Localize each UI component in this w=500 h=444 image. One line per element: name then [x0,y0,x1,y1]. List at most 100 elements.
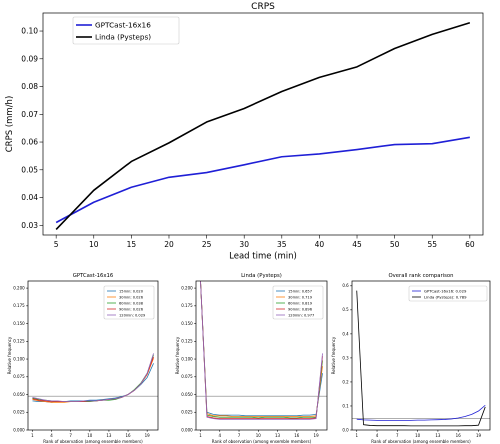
x-tick-label: 1 [199,433,202,438]
x-tick-label: 20 [164,240,174,249]
y-tick-label: 0.125 [181,339,193,344]
series-line-4 [200,281,323,420]
y-tick-label: 0.125 [13,339,25,344]
y-axis-label: Relative frequency [7,336,12,374]
plot-frame [27,280,159,431]
series-line-2 [32,354,154,403]
legend: 15min: 0.657 30min: 0.719 60min: 0.819 90mi… [272,285,324,320]
y-tick-label: 0.175 [13,303,25,308]
legend-label-0: GPTCast-16x16 [95,21,151,30]
legend-box [103,285,155,320]
x-tick-label: 7 [69,433,72,438]
chart-gptcast-rank: GPTCast-16x16 1 4 7 10 13 16 19 0.000 0.025 0.050 0… [7,273,159,444]
legend-label-4: 120min: 0.029 [119,313,146,317]
series-line-0 [356,404,486,421]
x-tick-label: 10 [415,433,421,438]
chart-title: GPTCast-16x16 [73,273,114,279]
y-tick-label: 0.07 [21,110,38,119]
y-tick-label: 0.0 [342,427,349,432]
y-tick-label: 0.075 [181,374,193,379]
x-tick-label: 10 [256,433,262,438]
y-tick-label: 0.200 [181,285,193,290]
y-tick-label: 0.050 [13,392,25,397]
x-tick-label: 60 [465,240,475,249]
y-tick-label: 0.175 [181,303,193,308]
y-tick-label: 0.000 [13,427,25,432]
x-tick-label: 19 [476,433,482,438]
y-tick-label: 0.09 [21,54,38,63]
series-line-4 [32,353,154,403]
legend-label-1: 30min: 0.719 [288,295,313,299]
legend-box [408,285,488,302]
chart-title: Overall rank comparison [388,273,453,279]
series-line-3 [32,356,154,403]
x-tick-label: 5 [54,240,59,249]
plot-frame [42,12,484,236]
legend-label-2: 60min: 0.038 [119,301,144,305]
x-tick-label: 4 [376,433,379,438]
y-tick-label: 0.3 [342,355,349,360]
series-line-1 [356,290,486,427]
series-line-1 [32,358,154,403]
legend-label-3: 90min: 0.896 [288,307,313,311]
y-tick-label: 0.075 [13,374,25,379]
y-axis-label: CRPS (mm/h) [5,96,15,153]
legend-box [272,285,324,320]
x-tick-label: 50 [390,240,400,249]
legend: 15min: 0.020 30min: 0.026 60min: 0.038 90mi… [103,285,155,320]
x-tick-label: 16 [126,433,132,438]
x-tick-label: 4 [218,433,221,438]
y-tick-label: 0.1 [342,403,349,408]
y-tick-label: 0.06 [21,138,38,147]
legend-label-2: 60min: 0.819 [288,301,313,305]
x-tick-label: 10 [87,433,93,438]
y-tick-label: 0.100 [13,356,25,361]
x-axis-label: Lead time (min) [229,252,297,262]
x-tick-label: 45 [352,240,362,249]
y-tick-label: 0.04 [21,193,38,202]
legend-label-0: 15min: 0.020 [119,289,144,293]
chart-overall-rank: Overall rank comparison 1 4 7 10 13 16 19 0.0 0.1… [331,273,491,444]
y-tick-label: 0.150 [13,321,25,326]
y-tick-label: 0.150 [181,321,193,326]
x-tick-label: 40 [315,240,325,249]
x-tick-label: 35 [277,240,287,249]
x-tick-label: 30 [239,240,249,249]
x-tick-label: 1 [31,433,34,438]
chart-linda-rank: Linda (Pysteps) 1 4 7 10 13 16 19 0.000 0.025 0.05… [175,273,328,444]
x-tick-label: 10 [89,240,99,249]
chart-title: CRPS [251,2,275,12]
series-line-1 [200,281,323,417]
series-line-1 [55,21,471,231]
legend: GPTCast-16x16 Linda (Pysteps) [72,16,180,45]
y-tick-label: 0.050 [181,392,193,397]
y-tick-label: 0.4 [342,331,349,336]
legend-label-1: 30min: 0.026 [119,295,144,299]
legend-label-0: 15min: 0.657 [288,289,312,293]
x-tick-label: 55 [427,240,437,249]
series-line-0 [200,281,323,417]
y-tick-label: 0.025 [181,410,193,415]
x-axis-label: Rank of observation (among ensemble memb… [212,439,312,444]
series-line-0 [55,136,470,224]
y-axis-label: Relative frequency [331,336,336,374]
y-tick-label: 0.08 [21,82,38,91]
y-axis-label: Relative frequency [175,336,180,374]
legend-label-4: 120min: 0.977 [288,313,314,317]
x-tick-label: 7 [238,433,241,438]
x-tick-label: 13 [106,433,112,438]
y-tick-label: 0.05 [21,165,38,174]
x-axis-label: Rank of observation (among ensemble memb… [371,439,471,444]
series-line-3 [200,281,323,420]
x-tick-label: 25 [202,240,212,249]
x-tick-label: 13 [435,433,441,438]
y-tick-label: 0.000 [181,427,193,432]
x-axis-label: Rank of observation (among ensemble memb… [43,439,143,444]
plot-frame [351,280,491,431]
x-tick-label: 19 [145,433,151,438]
y-tick-label: 0.200 [13,285,25,290]
x-tick-label: 16 [456,433,462,438]
x-tick-label: 19 [314,433,320,438]
